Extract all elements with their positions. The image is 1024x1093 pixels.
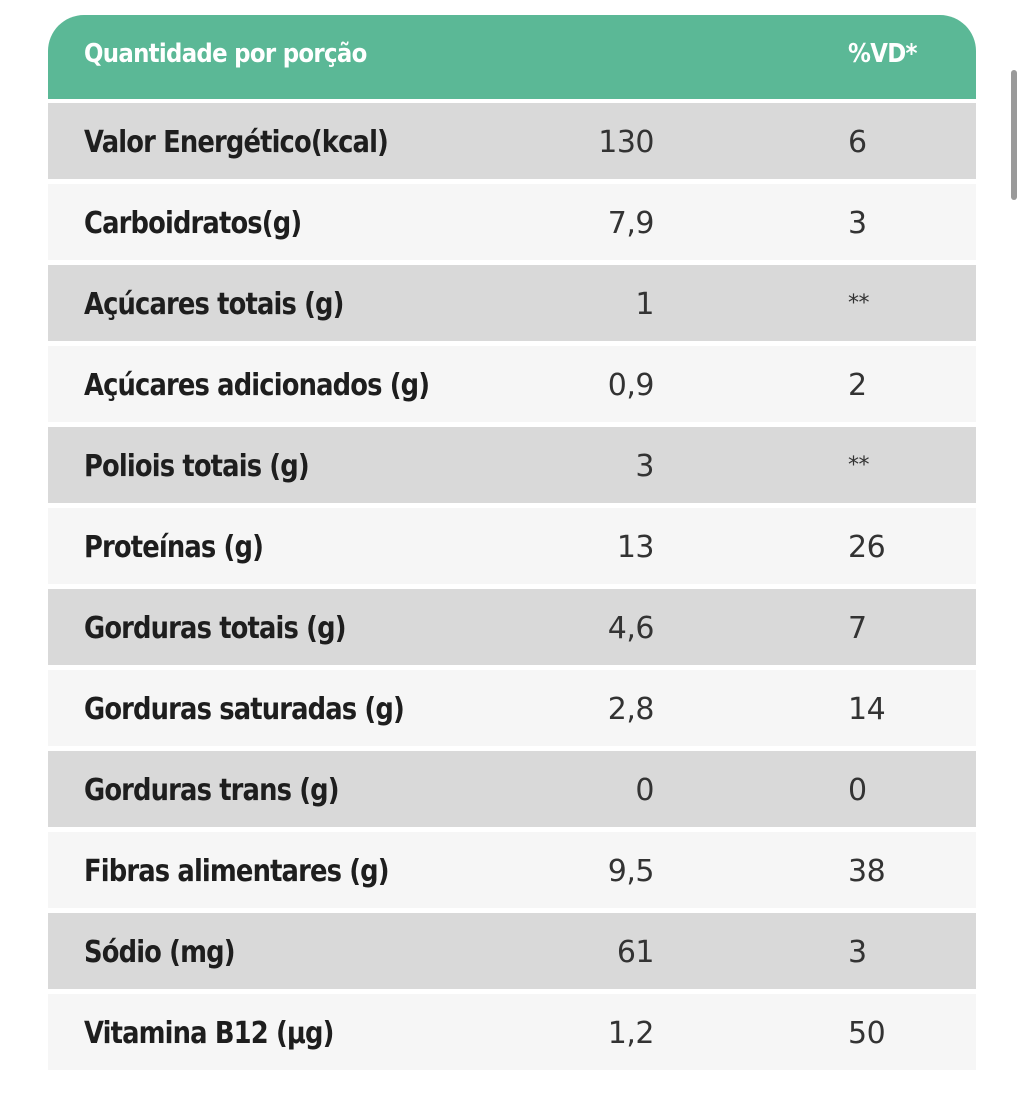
table-row: Poliois totais (g) 3 ** bbox=[48, 427, 976, 503]
row-daily-value: 14 bbox=[848, 692, 886, 727]
table-row: Sódio (mg) 61 3 bbox=[48, 913, 976, 989]
row-daily-value: 26 bbox=[848, 530, 886, 565]
table-row: Gorduras saturadas (g) 2,8 14 bbox=[48, 670, 976, 746]
table-row: Gorduras trans (g) 0 0 bbox=[48, 751, 976, 827]
row-daily-value: ** bbox=[848, 453, 870, 478]
row-quantity: 0 bbox=[635, 773, 654, 808]
table-row: Vitamina B12 (µg) 1,2 50 bbox=[48, 994, 976, 1070]
row-quantity: 1 bbox=[635, 287, 654, 322]
header-daily-value: %VD* bbox=[848, 39, 917, 69]
row-quantity: 61 bbox=[616, 935, 655, 970]
nutrition-table: Quantidade por porção %VD* Valor Energét… bbox=[48, 15, 976, 1075]
row-label: Sódio (mg) bbox=[84, 935, 236, 970]
row-daily-value: 38 bbox=[848, 854, 886, 889]
row-label: Vitamina B12 (µg) bbox=[84, 1016, 334, 1051]
row-label: Valor Energético(kcal) bbox=[84, 125, 389, 160]
row-quantity: 3 bbox=[635, 449, 654, 484]
row-label: Carboidratos(g) bbox=[84, 206, 302, 241]
row-daily-value: 0 bbox=[848, 773, 867, 808]
row-daily-value: ** bbox=[848, 291, 870, 316]
row-quantity: 4,6 bbox=[607, 611, 655, 646]
table-row: Fibras alimentares (g) 9,5 38 bbox=[48, 832, 976, 908]
row-quantity: 0,9 bbox=[607, 368, 655, 403]
row-quantity: 7,9 bbox=[607, 206, 655, 241]
row-label: Proteínas (g) bbox=[84, 530, 264, 565]
row-daily-value: 50 bbox=[848, 1016, 886, 1051]
row-label: Poliois totais (g) bbox=[84, 449, 310, 484]
table-row: Carboidratos(g) 7,9 3 bbox=[48, 184, 976, 260]
row-quantity: 9,5 bbox=[607, 854, 655, 889]
row-daily-value: 7 bbox=[848, 611, 867, 646]
row-daily-value: 2 bbox=[848, 368, 867, 403]
row-quantity: 13 bbox=[616, 530, 655, 565]
row-label: Açúcares totais (g) bbox=[84, 287, 344, 322]
row-label: Açúcares adicionados (g) bbox=[84, 368, 430, 403]
row-daily-value: 3 bbox=[848, 206, 867, 241]
row-quantity: 1,2 bbox=[607, 1016, 655, 1051]
row-quantity: 130 bbox=[598, 125, 654, 160]
table-row: Proteínas (g) 13 26 bbox=[48, 508, 976, 584]
table-row: Gorduras totais (g) 4,6 7 bbox=[48, 589, 976, 665]
row-label: Gorduras totais (g) bbox=[84, 611, 346, 646]
table-header: Quantidade por porção %VD* bbox=[48, 15, 976, 99]
row-label: Fibras alimentares (g) bbox=[84, 854, 390, 889]
header-divider bbox=[48, 99, 976, 103]
scrollbar[interactable] bbox=[1011, 70, 1017, 200]
table-row: Valor Energético(kcal) 130 6 bbox=[48, 103, 976, 179]
header-amount-per-serving: Quantidade por porção bbox=[84, 39, 367, 69]
table-row: Açúcares totais (g) 1 ** bbox=[48, 265, 976, 341]
table-row: Açúcares adicionados (g) 0,9 2 bbox=[48, 346, 976, 422]
row-quantity: 2,8 bbox=[607, 692, 655, 727]
row-label: Gorduras saturadas (g) bbox=[84, 692, 405, 727]
row-daily-value: 6 bbox=[848, 125, 867, 160]
row-label: Gorduras trans (g) bbox=[84, 773, 340, 808]
row-daily-value: 3 bbox=[848, 935, 867, 970]
